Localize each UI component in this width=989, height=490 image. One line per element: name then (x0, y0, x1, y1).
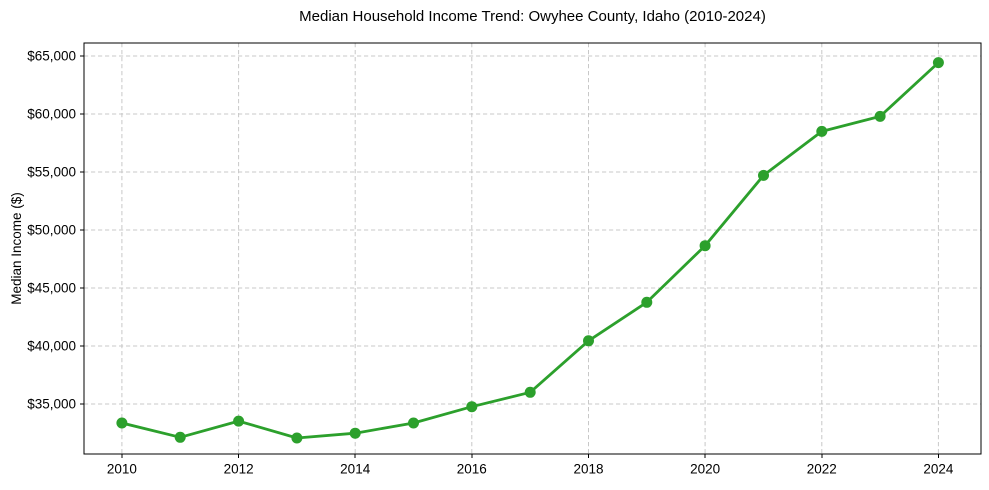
data-point (758, 169, 769, 181)
data-point (641, 296, 653, 308)
axes: $35,000 $40,000 $45,000 $50,000 $55,000 $60,0… (27, 49, 954, 477)
y-tick-label: $65,000 (27, 49, 76, 64)
data-point (116, 417, 128, 429)
x-tick-label: 2022 (807, 462, 837, 477)
plot-border (83, 42, 982, 455)
gridlines (84, 43, 981, 454)
x-tick-label: 2014 (340, 462, 371, 477)
y-tick-label: $60,000 (27, 107, 76, 122)
data-point (174, 431, 186, 443)
data-point (233, 415, 245, 427)
x-tick-label: 2018 (573, 462, 603, 477)
series-line (120, 61, 940, 440)
x-tick-label: 2016 (457, 462, 487, 477)
data-point (699, 240, 711, 252)
data-point (524, 386, 536, 398)
x-tick-label: 2012 (224, 462, 254, 477)
data-point (583, 335, 594, 347)
x-tick-label: 2024 (923, 462, 954, 477)
data-point (408, 417, 419, 429)
x-tick-label: 2010 (107, 462, 137, 477)
y-tick-label: $55,000 (27, 165, 76, 180)
data-point (932, 57, 944, 69)
chart-title: Median Household Income Trend: Owyhee Co… (299, 8, 766, 25)
x-tick-label: 2020 (690, 462, 720, 477)
y-tick-label: $35,000 (27, 397, 76, 412)
data-point (874, 110, 886, 122)
y-tick-label: $45,000 (27, 281, 76, 296)
data-point (291, 432, 303, 444)
data-point (466, 401, 478, 413)
data-point (349, 427, 361, 439)
y-axis-title: Median Income ($) (9, 192, 24, 305)
y-tick-label: $40,000 (27, 339, 76, 354)
data-point (816, 125, 828, 137)
y-tick-label: $50,000 (27, 223, 76, 238)
series (116, 57, 944, 444)
